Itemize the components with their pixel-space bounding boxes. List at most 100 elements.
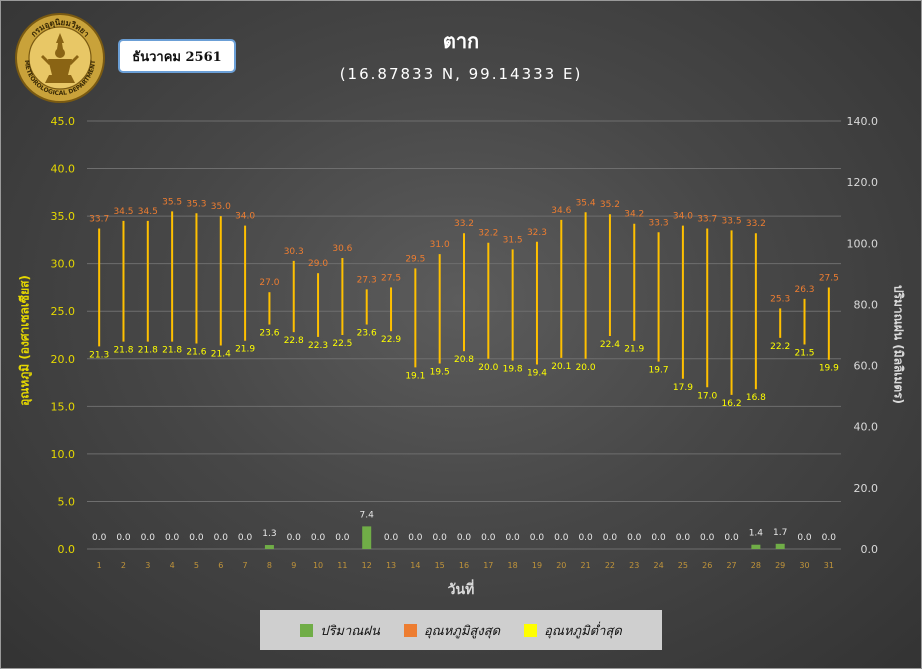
rain-value-label: 0.0 [141,533,156,543]
tmax-value-label: 33.2 [454,219,474,229]
x-tick-label: 1 [97,561,102,570]
y-right-tick-label: 80.0 [854,298,879,311]
tmin-value-label: 21.3 [89,350,109,360]
tmin-value-label: 21.9 [624,345,644,355]
rain-value-label: 0.0 [335,533,350,543]
rain-value-label: 7.4 [360,510,375,520]
tmin-value-label: 19.9 [819,364,839,374]
tmax-value-label: 34.5 [113,207,133,217]
tmin-value-label: 21.4 [211,349,231,359]
tmin-value-label: 21.6 [186,348,206,358]
y-right-tick-label: 120.0 [847,176,879,189]
rain-value-label: 0.0 [238,533,253,543]
tmax-value-label: 30.6 [332,244,352,254]
rain-value-label: 1.4 [749,529,764,539]
tmin-value-label: 22.3 [308,341,328,351]
tmin-value-label: 20.0 [478,363,498,373]
x-tick-label: 13 [386,561,396,570]
chart-legend: ปริมาณฝน อุณหภูมิสูงสุด อุณหภูมิต่ำสุด [260,610,662,650]
meteorological-department-logo: กรมอุตุนิยมวิทยา METEOROLOGICAL DEPARTME… [15,13,105,103]
legend-swatch-tmax [403,623,417,637]
rain-value-label: 0.0 [505,533,520,543]
x-tick-label: 29 [775,561,785,570]
x-tick-label: 18 [508,561,518,570]
y-axis-left-label: อุณหภูมิ (องศาเซลเซียส) [17,275,32,406]
y-left-tick-label: 20.0 [51,353,76,366]
tmin-value-label: 21.8 [162,346,182,356]
rain-value-label: 0.0 [603,533,618,543]
tmax-value-label: 29.5 [405,254,425,264]
tmax-value-label: 33.5 [722,216,742,226]
tmin-value-label: 23.6 [357,329,377,339]
y-left-tick-label: 35.0 [51,210,76,223]
x-tick-label: 19 [532,561,542,570]
tmin-value-label: 20.8 [454,355,474,365]
rain-bar [264,545,274,549]
tmax-value-label: 35.4 [576,198,596,208]
tmin-value-label: 20.0 [576,363,596,373]
x-tick-label: 6 [218,561,223,570]
tmin-value-label: 21.8 [138,346,158,356]
x-tick-label: 17 [483,561,493,570]
deity-emblem-icon [41,33,79,83]
tmin-value-label: 23.6 [259,329,279,339]
rain-value-label: 0.0 [457,533,472,543]
legend-label-rain: ปริมาณฝน [320,623,380,639]
y-left-tick-label: 40.0 [51,163,76,176]
month-label-box: ธันวาคม 2561 [118,39,236,73]
x-tick-label: 10 [313,561,323,570]
y-left-tick-label: 25.0 [51,305,76,318]
month-label: ธันวาคม 2561 [132,49,222,65]
y-right-tick-label: 60.0 [854,360,879,373]
rain-value-label: 0.0 [408,533,423,543]
tmin-value-label: 19.4 [527,368,547,378]
x-tick-label: 25 [678,561,688,570]
rain-value-label: 1.7 [773,528,787,538]
rain-value-label: 0.0 [554,533,569,543]
y-left-tick-label: 45.0 [51,115,76,128]
tmin-value-label: 17.9 [673,383,693,393]
x-axis-label: วันที่ [447,582,475,598]
tmin-value-label: 20.1 [551,362,571,372]
y-right-tick-label: 40.0 [854,421,879,434]
tmax-value-label: 35.3 [186,199,206,209]
rain-value-label: 1.3 [262,529,276,539]
tmax-value-label: 35.0 [211,202,231,212]
tmin-value-label: 22.2 [770,342,790,352]
tmax-value-label: 26.3 [794,285,814,295]
rain-value-label: 0.0 [116,533,131,543]
tmin-value-label: 19.1 [405,371,425,381]
tmax-value-label: 35.5 [162,197,182,207]
y-right-tick-label: 0.0 [861,543,879,556]
x-tick-label: 31 [824,561,834,570]
y-left-tick-label: 5.0 [58,495,76,508]
x-tick-label: 5 [194,561,199,570]
tmax-value-label: 31.5 [503,235,523,245]
rain-value-label: 0.0 [433,533,448,543]
chart-subtitle: (16.87833 N, 99.14333 E) [339,65,583,83]
y-axis-right-label: ปริมาณฝน (มิลลิเมตร) [891,284,906,405]
legend-swatch-rain [300,623,314,637]
tmax-value-label: 34.5 [138,207,158,217]
tmax-value-label: 27.5 [819,273,839,283]
tmax-value-label: 34.6 [551,206,571,216]
x-tick-label: 16 [459,561,469,570]
rain-value-label: 0.0 [651,533,666,543]
tmin-value-label: 22.5 [332,339,352,349]
rain-value-label: 0.0 [311,533,326,543]
tmin-value-label: 21.9 [235,345,255,355]
x-tick-label: 22 [605,561,615,570]
rain-value-label: 0.0 [481,533,496,543]
tmax-value-label: 35.2 [600,200,620,210]
tmax-value-label: 33.7 [697,214,717,224]
tmax-value-label: 31.0 [430,240,450,250]
tmin-value-label: 22.4 [600,340,620,350]
x-tick-label: 26 [702,561,712,570]
rain-value-label: 0.0 [676,533,691,543]
rain-value-label: 0.0 [384,533,399,543]
y-left-tick-label: 15.0 [51,400,76,413]
x-tick-label: 8 [267,561,272,570]
y-left-tick-label: 10.0 [51,448,76,461]
x-tick-label: 27 [726,561,736,570]
